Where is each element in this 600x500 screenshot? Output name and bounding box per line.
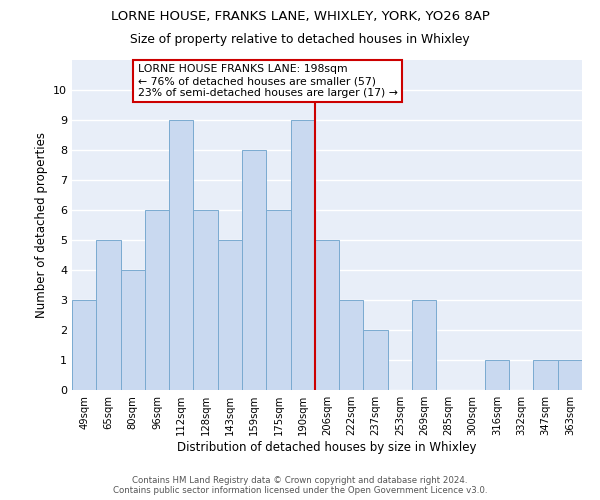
- Bar: [485, 360, 509, 390]
- Bar: [193, 210, 218, 390]
- Bar: [96, 240, 121, 390]
- Text: LORNE HOUSE FRANKS LANE: 198sqm
← 76% of detached houses are smaller (57)
23% of: LORNE HOUSE FRANKS LANE: 198sqm ← 76% of…: [137, 64, 397, 98]
- Bar: [315, 240, 339, 390]
- X-axis label: Distribution of detached houses by size in Whixley: Distribution of detached houses by size …: [177, 441, 477, 454]
- Bar: [218, 240, 242, 390]
- Bar: [242, 150, 266, 390]
- Y-axis label: Number of detached properties: Number of detached properties: [35, 132, 47, 318]
- Bar: [72, 300, 96, 390]
- Bar: [558, 360, 582, 390]
- Text: Contains HM Land Registry data © Crown copyright and database right 2024.
Contai: Contains HM Land Registry data © Crown c…: [113, 476, 487, 495]
- Text: LORNE HOUSE, FRANKS LANE, WHIXLEY, YORK, YO26 8AP: LORNE HOUSE, FRANKS LANE, WHIXLEY, YORK,…: [110, 10, 490, 23]
- Bar: [412, 300, 436, 390]
- Bar: [339, 300, 364, 390]
- Bar: [266, 210, 290, 390]
- Bar: [533, 360, 558, 390]
- Bar: [169, 120, 193, 390]
- Bar: [290, 120, 315, 390]
- Bar: [121, 270, 145, 390]
- Bar: [364, 330, 388, 390]
- Text: Size of property relative to detached houses in Whixley: Size of property relative to detached ho…: [130, 32, 470, 46]
- Bar: [145, 210, 169, 390]
